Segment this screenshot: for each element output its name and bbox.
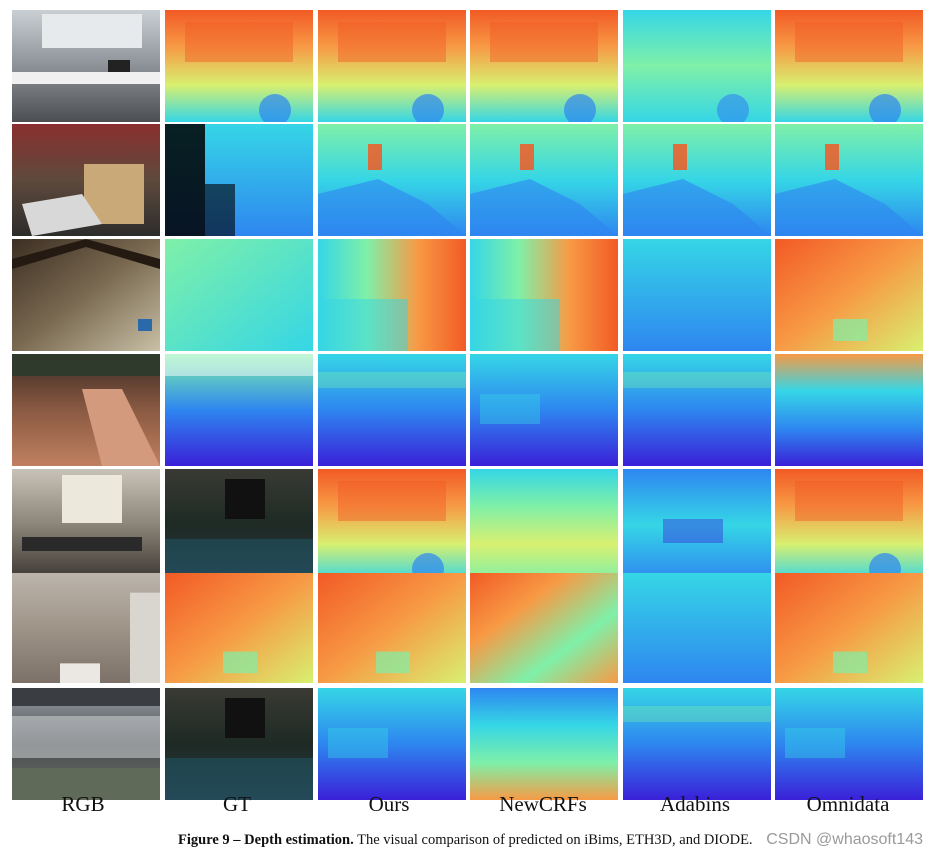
panel-newcrfs-row-6 [470,573,618,683]
panel-omnidata-row-3 [775,239,923,351]
panel-gt-row-4 [165,354,313,466]
panel-rgb-row-4 [12,354,160,466]
panel-ours-row-1 [318,10,466,122]
caption-label: Figure 9 – Depth estimation. [178,832,354,848]
panel-gt-row-1 [165,10,313,122]
panel-adabins-row-6 [623,573,771,683]
panel-adabins-row-7 [623,688,771,800]
panel-gt-row-6 [165,573,313,683]
watermark: CSDN @whaosoft143 [766,831,923,848]
panel-omnidata-row-1 [775,10,923,122]
panel-omnidata-row-4 [775,354,923,466]
column-label-adabins: Adabins [660,792,730,816]
panel-omnidata-row-5 [775,469,923,581]
panel-newcrfs-row-3 [470,239,618,351]
panel-rgb-row-7 [12,688,160,800]
panel-adabins-row-5 [623,469,771,581]
panel-omnidata-row-2 [775,124,923,236]
panel-rgb-row-2 [12,124,160,236]
column-label-omnidata: Omnidata [806,792,890,816]
caption-text: The visual comparison of predicted on iB… [353,832,753,848]
panel-rgb-row-5 [12,469,160,581]
panel-ours-row-3 [318,239,466,351]
panel-adabins-row-4 [623,354,771,466]
panel-newcrfs-row-7 [470,688,618,800]
panel-newcrfs-row-4 [470,354,618,466]
figure-caption: Figure 9 – Depth estimation. The visual … [178,832,753,849]
column-label-ours: Ours [368,792,410,816]
panel-gt-row-5 [165,469,313,581]
panel-rgb-row-1 [12,10,160,122]
panel-adabins-row-2 [623,124,771,236]
panel-newcrfs-row-5 [470,469,618,581]
panel-ours-row-5 [318,469,466,581]
panel-ours-row-7 [318,688,466,800]
panel-newcrfs-row-1 [470,10,618,122]
panel-omnidata-row-6 [775,573,923,683]
column-label-gt: GT [223,792,251,816]
panel-gt-row-2 [165,124,313,236]
panel-ours-row-2 [318,124,466,236]
panel-ours-row-4 [318,354,466,466]
panel-newcrfs-row-2 [470,124,618,236]
column-label-newcrfs: NewCRFs [499,792,587,816]
panel-adabins-row-1 [623,10,771,122]
panel-rgb-row-3 [12,239,160,351]
column-label-rgb: RGB [61,792,105,816]
panel-adabins-row-3 [623,239,771,351]
panel-rgb-row-6 [12,573,160,683]
panel-gt-row-3 [165,239,313,351]
panel-omnidata-row-7 [775,688,923,800]
panel-gt-row-7 [165,688,313,800]
panel-ours-row-6 [318,573,466,683]
